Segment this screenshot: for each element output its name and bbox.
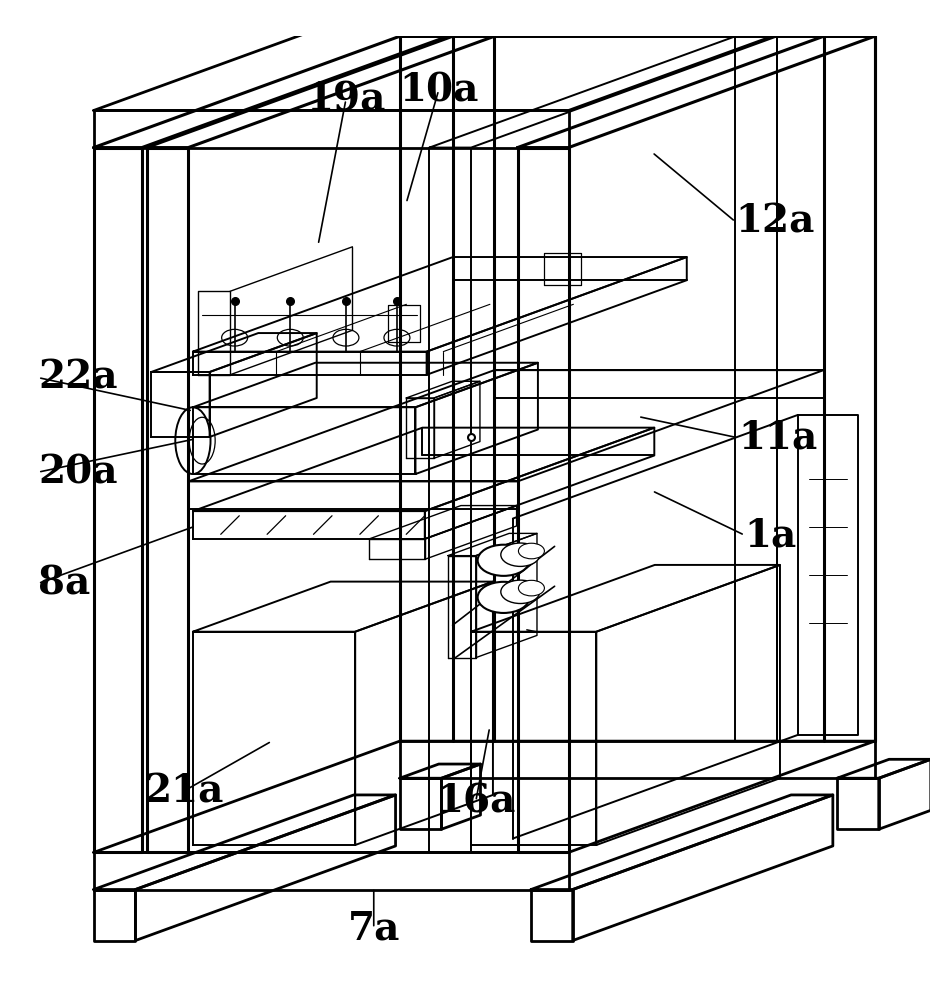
Text: 11a: 11a: [738, 419, 817, 457]
Text: 20a: 20a: [38, 453, 118, 491]
Ellipse shape: [478, 582, 530, 613]
Ellipse shape: [501, 543, 540, 566]
Text: 12a: 12a: [735, 203, 815, 241]
Text: 22a: 22a: [38, 359, 118, 397]
Text: 16a: 16a: [436, 782, 515, 820]
Ellipse shape: [519, 580, 544, 596]
Text: 19a: 19a: [306, 80, 385, 118]
Ellipse shape: [519, 543, 544, 559]
Ellipse shape: [501, 580, 540, 604]
Ellipse shape: [478, 545, 530, 576]
Text: 8a: 8a: [38, 564, 91, 602]
Text: 1a: 1a: [745, 516, 797, 554]
Text: 21a: 21a: [144, 772, 223, 810]
Text: 10a: 10a: [399, 71, 479, 109]
Text: 7a: 7a: [348, 909, 400, 947]
